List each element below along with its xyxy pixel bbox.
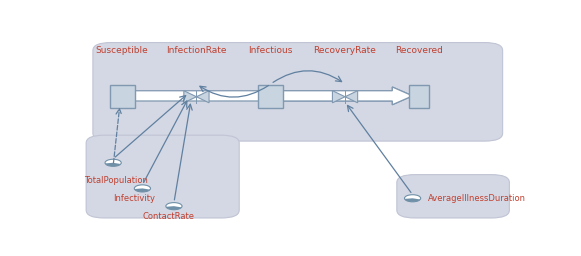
- FancyBboxPatch shape: [86, 135, 239, 218]
- Text: Infectivity: Infectivity: [113, 194, 155, 203]
- Text: Susceptible: Susceptible: [96, 46, 149, 55]
- Wedge shape: [134, 188, 150, 192]
- Wedge shape: [404, 198, 420, 202]
- FancyArrow shape: [284, 87, 413, 105]
- Circle shape: [134, 185, 150, 192]
- Text: TotalPopulation: TotalPopulation: [84, 176, 148, 185]
- Wedge shape: [166, 206, 181, 210]
- FancyBboxPatch shape: [409, 86, 429, 108]
- Circle shape: [105, 159, 121, 166]
- FancyArrow shape: [135, 87, 413, 105]
- Text: Recovered: Recovered: [396, 46, 443, 55]
- Text: RecoveryRate: RecoveryRate: [314, 46, 376, 55]
- FancyBboxPatch shape: [259, 86, 283, 108]
- Polygon shape: [184, 91, 196, 103]
- Polygon shape: [332, 91, 345, 103]
- Polygon shape: [345, 91, 358, 103]
- Circle shape: [166, 202, 182, 210]
- Polygon shape: [196, 91, 209, 103]
- Text: ContactRate: ContactRate: [142, 211, 195, 220]
- Circle shape: [404, 195, 421, 202]
- Text: Infectious: Infectious: [249, 46, 293, 55]
- Wedge shape: [105, 163, 121, 166]
- FancyBboxPatch shape: [110, 86, 135, 108]
- FancyBboxPatch shape: [397, 175, 510, 218]
- Text: InfectionRate: InfectionRate: [166, 46, 227, 55]
- FancyBboxPatch shape: [93, 42, 503, 141]
- Text: AverageIllnessDuration: AverageIllnessDuration: [428, 194, 526, 203]
